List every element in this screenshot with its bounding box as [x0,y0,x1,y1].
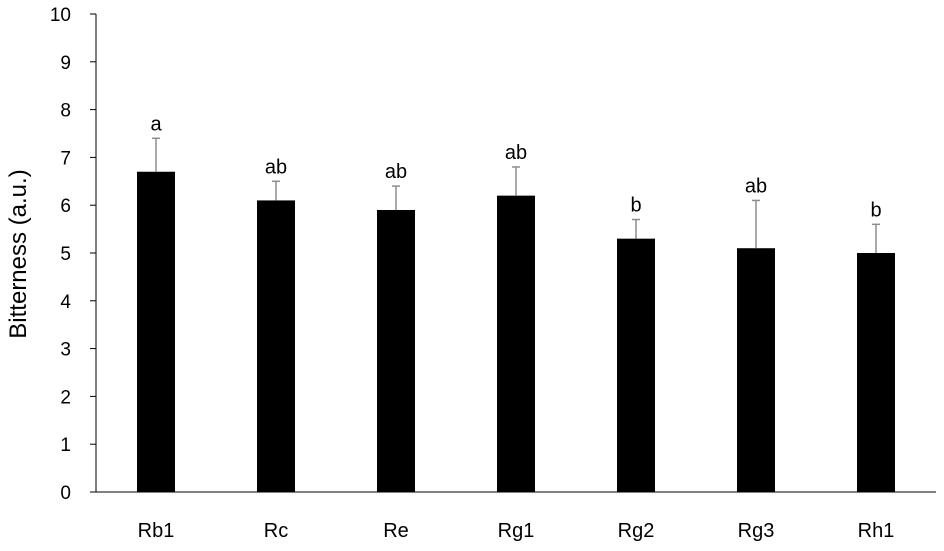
y-tick-label: 10 [50,5,71,26]
y-tick-label: 4 [60,292,71,313]
significance-label: ab [505,142,527,164]
y-tick-label: 0 [60,483,71,504]
y-axis-title: Bitterness (a.u.) [5,169,32,338]
x-tick-label: Rh1 [858,520,895,542]
x-axis-labels: Rb1 Rc Re Rg1 Rg2 Rg3 Rh1 [138,520,895,542]
y-tick-label: 3 [60,340,71,361]
x-tick-label: Rg1 [498,520,535,542]
y-tick-label: 7 [60,148,71,169]
x-tick-label: Rg2 [618,520,655,542]
y-tick-label: 2 [60,387,71,408]
significance-label: b [630,195,641,217]
y-tick-label: 8 [60,101,71,122]
bar [257,200,295,493]
x-tick-label: Rb1 [138,520,175,542]
y-tick-label: 5 [60,244,71,265]
y-tick-label: 1 [60,435,71,456]
significance-labels: a ab ab ab b ab b [150,113,881,221]
significance-label: ab [265,156,287,178]
error-bars [152,137,880,253]
bar [617,238,655,492]
significance-label: b [870,199,881,221]
significance-label: ab [745,175,767,197]
x-tick-label: Re [383,520,409,542]
bar [137,171,175,493]
x-tick-label: Rc [264,520,288,542]
significance-label: a [150,113,162,135]
x-tick-label: Rg3 [738,520,775,542]
significance-label: ab [385,161,407,183]
bars [137,171,895,493]
bar [497,195,535,492]
y-tick-label: 9 [60,53,71,74]
y-tick-label: 6 [60,196,71,217]
bar [737,248,775,492]
bar [857,253,895,492]
y-axis-ticks: 0 1 2 3 4 5 6 7 8 9 10 [50,5,96,504]
bar [377,209,415,493]
